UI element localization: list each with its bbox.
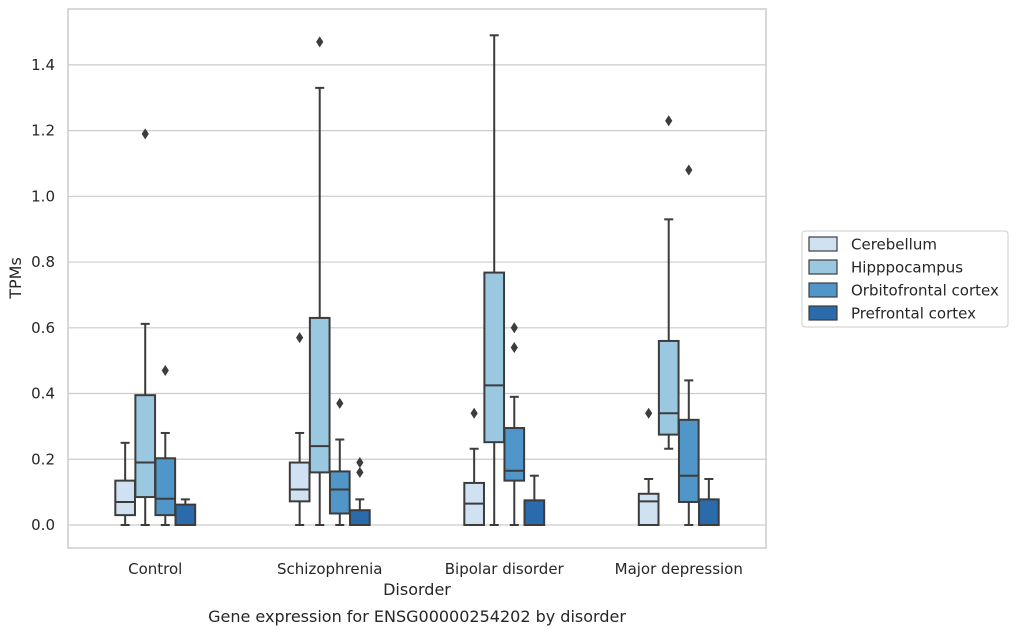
box — [308, 36, 331, 526]
box — [463, 407, 485, 526]
box-body — [349, 509, 371, 526]
box — [349, 457, 371, 526]
box — [174, 498, 197, 526]
box-body — [637, 492, 660, 526]
y-tick-label: 0.4 — [31, 385, 55, 403]
series-cerebellum — [114, 332, 660, 526]
box — [677, 164, 700, 526]
series-orbitofrontal-cortex — [154, 164, 700, 526]
grid-lines — [68, 64, 766, 526]
outlier-point — [356, 466, 364, 478]
x-tick-label: Control — [128, 560, 182, 578]
box — [698, 477, 720, 526]
outlier-point — [645, 407, 653, 419]
box — [657, 115, 680, 450]
box — [483, 34, 506, 526]
box-series — [114, 34, 720, 526]
plot-frame — [67, 8, 767, 549]
box-body — [288, 461, 311, 503]
box — [114, 441, 136, 526]
y-tick-labels: 0.0 0.2 0.4 0.6 0.8 1.0 1.2 1.4 — [31, 56, 55, 534]
legend-swatch — [808, 282, 838, 298]
legend-entry: Hipppocampus — [851, 259, 963, 277]
outlier-point — [316, 36, 324, 48]
y-axis-label: TPMs — [6, 257, 25, 300]
outlier-point — [356, 457, 364, 469]
y-tick-label: 0.6 — [31, 319, 55, 337]
box-body — [134, 394, 157, 499]
series-prefrontal-cortex — [174, 457, 720, 526]
box-body — [308, 316, 331, 474]
x-tick-label: Bipolar disorder — [445, 560, 565, 578]
box-body — [657, 339, 680, 436]
box-body — [174, 503, 197, 526]
box-body — [503, 427, 526, 482]
x-axis-label: Disorder — [383, 580, 451, 599]
y-tick-label: 0.8 — [31, 253, 55, 271]
outlier-point — [685, 164, 693, 176]
box-body — [154, 457, 177, 517]
box — [154, 365, 177, 526]
box-body — [328, 470, 351, 515]
box — [637, 407, 660, 526]
legend-entry: Prefrontal cortex — [851, 305, 976, 323]
legend-swatch — [808, 259, 838, 275]
box — [503, 322, 526, 526]
outlier-point — [336, 397, 344, 409]
legend-swatch — [808, 305, 838, 321]
x-tick-label: Schizophrenia — [277, 560, 382, 578]
box — [134, 128, 157, 526]
legend: Cerebellum Hipppocampus Orbitofrontal cort… — [801, 230, 1009, 328]
legend-swatch — [808, 236, 838, 252]
series-hipppocampus — [134, 34, 680, 526]
box-body — [523, 499, 546, 526]
box — [288, 332, 311, 526]
legend-frame — [801, 230, 1009, 328]
legend-entry: Cerebellum — [851, 236, 937, 254]
outlier-point — [470, 407, 478, 419]
y-tick-label: 1.4 — [31, 56, 55, 74]
outlier-point — [141, 128, 149, 140]
outlier-point — [510, 342, 518, 354]
x-tick-labels: Control Schizophrenia Bipolar disorder Majo… — [128, 560, 743, 578]
y-tick-label: 1.0 — [31, 187, 55, 205]
box-body — [698, 498, 720, 526]
box-body — [677, 418, 700, 503]
y-tick-label: 0.2 — [31, 450, 55, 468]
y-tick-label: 1.2 — [31, 122, 55, 140]
outlier-point — [665, 115, 673, 127]
box — [523, 474, 546, 526]
outlier-point — [296, 332, 304, 344]
box-body — [483, 271, 506, 444]
box — [328, 397, 351, 526]
x-tick-label: Major depression — [615, 560, 743, 578]
y-tick-label: 0.0 — [31, 516, 55, 534]
outlier-point — [510, 322, 518, 334]
legend-entry: Orbitofrontal cortex — [851, 282, 999, 300]
box-body — [114, 479, 136, 517]
figure-caption: Gene expression for ENSG00000254202 by d… — [208, 607, 626, 626]
outlier-point — [161, 365, 169, 377]
